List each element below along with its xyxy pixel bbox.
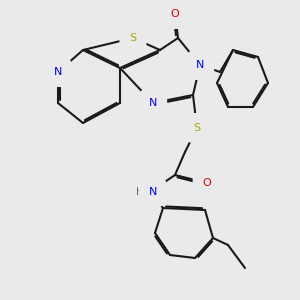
Text: N: N [196, 60, 204, 70]
Text: N: N [149, 98, 157, 108]
Text: S: S [129, 33, 137, 43]
Text: S: S [194, 123, 201, 133]
Text: N: N [54, 67, 62, 77]
Text: N: N [149, 187, 157, 197]
Text: H: H [136, 187, 144, 197]
Text: O: O [202, 178, 211, 188]
Text: O: O [171, 9, 179, 19]
